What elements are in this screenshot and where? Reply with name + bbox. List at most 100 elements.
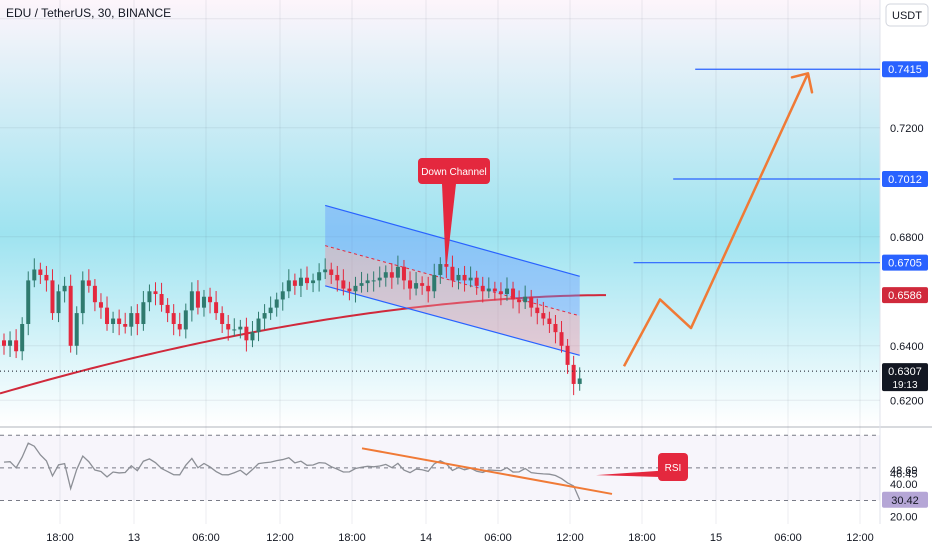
candle-body [335,274,340,281]
grid [0,0,880,524]
candle-body [286,280,291,292]
candle-body [280,291,285,300]
x-tick-label: 06:00 [774,532,802,544]
candle-body [401,266,406,281]
candle-body [389,272,394,278]
candle-body [517,299,522,303]
candle-body [414,283,419,289]
currency-badge[interactable] [885,3,929,27]
candle-body [98,302,103,308]
y-tick-label: 0.6800 [890,232,924,244]
rsi-callout-label: RSI [665,463,682,474]
candle-body [123,323,128,327]
candle-body [468,277,473,281]
candle-body [165,304,170,314]
candle-body [298,277,303,286]
rsi-value-text: 30.42 [891,495,919,507]
candle-body [159,294,164,305]
candle-body [498,291,503,295]
down-channel-callout-box[interactable] [418,158,490,184]
candle-body [147,291,152,303]
candle-body [256,318,261,333]
candle-body [492,288,497,292]
candle-body [105,307,110,324]
x-tick-label: 06:00 [192,532,220,544]
rsi-pane-background [0,429,880,524]
candle-body [462,274,467,281]
candle-body [504,288,509,295]
candle-body [86,280,91,286]
x-tick-label: 18:00 [46,532,74,544]
projection-arrowhead [790,72,814,94]
down-channel-callout-label: Down Channel [421,167,487,178]
candle-body [44,274,49,281]
level-price-label-text: 0.7415 [888,64,922,76]
candle-body [432,274,437,292]
axes: 18:00 13 06:00 12:00 18:00 14 06:00 12:00 18:00 1… [46,3,929,544]
x-tick-label: 12:00 [266,532,294,544]
candle-body [511,288,516,300]
candle-body [50,280,55,314]
chart-title: EDU / TetherUS, 30, BINANCE [6,6,172,20]
target-levels[interactable] [0,68,880,372]
price-pane-background [0,0,880,425]
candle-body [177,323,182,330]
x-tick-label: 18:00 [628,532,656,544]
channel-upper-line[interactable] [325,204,580,277]
candle-body [480,285,485,292]
y-tick-label: 0.7200 [890,123,924,135]
rsi-line [3,442,581,501]
candle-body [244,326,249,341]
candle-body [341,280,346,289]
rsi-tick-label: 46.45 [890,469,918,481]
candle-body [553,323,558,333]
candle-body [80,280,85,314]
candle-body [208,296,213,303]
currency-badge-label: USDT [892,10,922,22]
candle-body [68,285,73,346]
rsi-value-box [882,491,928,508]
candle-body [171,313,176,324]
candle-body [220,313,225,324]
moving-average [0,294,607,395]
candle-body [347,288,352,292]
rsi-tick-label: 20.00 [890,512,918,524]
channel-lower-fill [325,245,580,356]
x-tick-label: 12:00 [846,532,874,544]
projection-path[interactable] [622,72,814,367]
candle-body [486,288,491,292]
level-price-label-text: 0.7012 [888,174,922,186]
candle-body [189,291,194,311]
candle-body [8,340,13,346]
level-price-label-text: 0.6705 [888,258,922,270]
candle-body [292,280,297,286]
candle-body [529,296,534,308]
candle-body [262,313,267,319]
channel-lower-line[interactable] [325,285,580,356]
candle-body [214,302,219,314]
candle-body [383,272,388,278]
down-channel-callout-pointer [442,184,456,273]
candle-body [117,318,122,324]
candle-body [141,302,146,324]
candle-body [153,291,158,295]
candle-body [226,323,231,330]
candle-body [359,283,364,286]
candle-body [365,280,370,284]
candle-body [20,323,25,352]
candle-body [183,310,188,330]
candle-body [450,266,455,281]
ma-price-label-text: 0.6586 [888,290,922,302]
candle-body [547,318,552,324]
candle-body [559,332,564,346]
y-tick-label: 0.6200 [890,395,924,407]
candle-body [195,291,200,308]
rsi-divergence-line[interactable] [361,447,613,495]
rsi-callout-box[interactable] [658,453,688,481]
candle-body [56,291,61,314]
candle-body [444,264,449,267]
candle-body [353,285,358,292]
projection-line[interactable] [622,72,810,367]
